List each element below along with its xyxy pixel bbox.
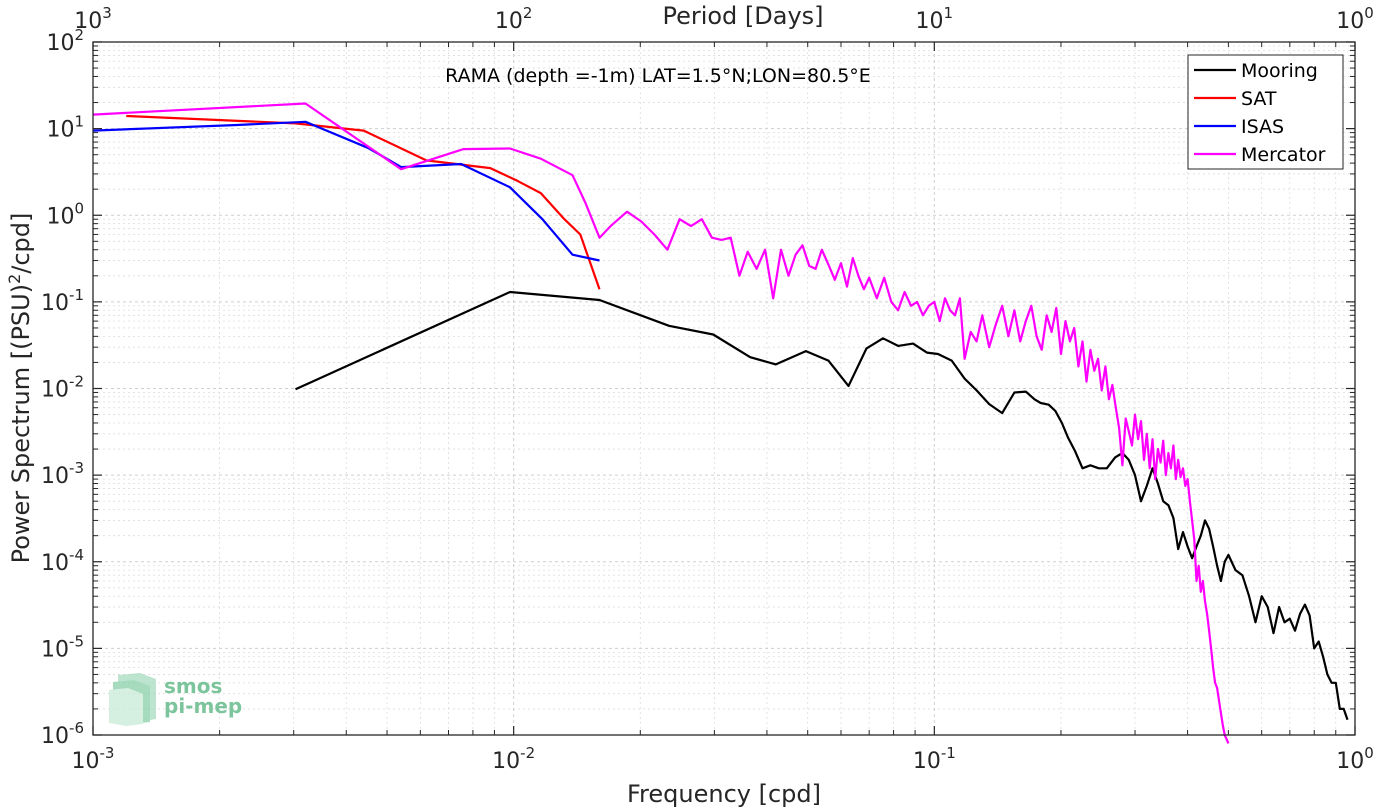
x2-tick-label: 100 [1336,4,1374,34]
x2-tick-label: 101 [916,4,954,34]
y-tick-label: 10-4 [41,546,84,576]
top-axis-label: Period [Days] [662,2,823,30]
y-tick-label: 10-1 [41,286,84,316]
legend: Mooring SAT ISAS Mercator [1187,54,1344,170]
x2-tick-label: 102 [495,4,533,34]
x-tick-label: 100 [1336,744,1374,774]
legend-box [1187,54,1344,170]
legend-label-mooring: Mooring [1241,60,1318,82]
y-axis-label-tail: /cpd] [7,213,35,274]
logo-emblem-icon [109,673,156,726]
data-series [92,102,1349,744]
y-tick-label: 10-3 [41,459,84,489]
y-tick-label: 10-2 [41,373,84,403]
y-tick-label: 10-5 [41,632,84,662]
y-axis-label-sup: 2 [5,274,24,284]
legend-label-sat: SAT [1241,88,1277,110]
series-line-mercator [92,102,1230,744]
series-line-sat [126,114,601,290]
legend-entries: Mooring SAT ISAS Mercator [1194,60,1326,166]
x-axis-label: Frequency [cpd] [627,780,821,808]
major-gridlines [92,41,1356,736]
y-tick-label: 10-6 [41,719,84,749]
x-tick-label: 10-3 [72,744,115,774]
legend-label-mercator: Mercator [1241,144,1326,166]
x2-tick-label: 103 [74,4,112,34]
y-tick-label: 102 [46,26,84,56]
y-axis-label: Power Spectrum [(PSU)2/cpd] [5,213,35,564]
logo-text-smos: smos [164,674,222,698]
legend-label-isas: ISAS [1241,116,1284,138]
x-tick-label: 10-2 [492,744,535,774]
y-tick-label: 100 [46,199,84,229]
logo-text-pimep: pi-mep [164,694,242,718]
x-tick-label: 10-1 [913,744,956,774]
series-line-isas [92,120,600,262]
y-tick-label: 101 [46,113,84,143]
smos-pimep-logo: smos pi-mep [109,673,242,726]
plot-title: RAMA (depth =-1m) LAT=1.5°N;LON=80.5°E [445,65,871,87]
series-line-mooring [295,290,1349,721]
y-axis-label-main: Power Spectrum [(PSU) [7,284,35,563]
